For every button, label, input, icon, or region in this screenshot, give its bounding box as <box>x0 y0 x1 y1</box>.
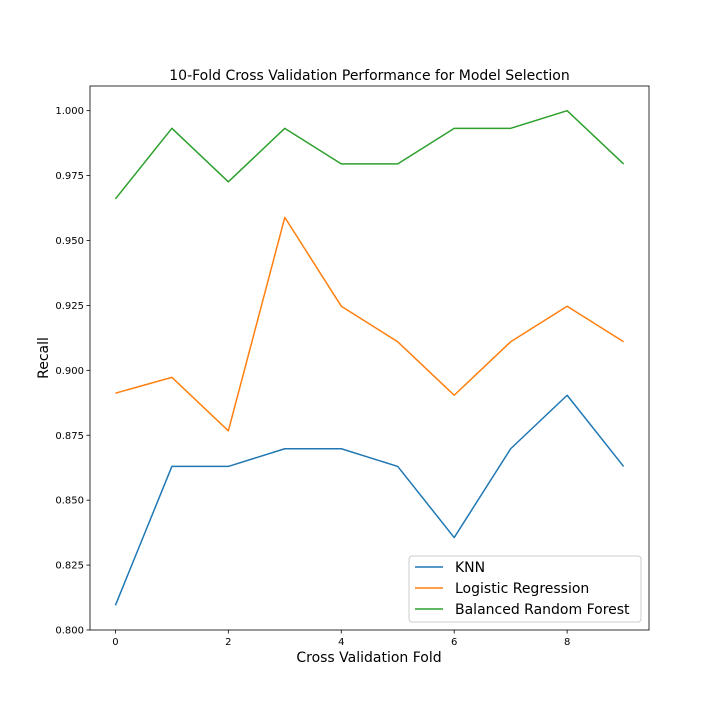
axes-frame <box>89 85 650 631</box>
y-tick-label: 1.000 <box>55 106 84 117</box>
plot-area <box>89 85 650 631</box>
legend-label-1: Logistic Regression <box>455 581 589 597</box>
y-tick-label: 0.800 <box>55 626 84 637</box>
y-tick-label: 0.925 <box>55 301 84 312</box>
x-tick-label: 8 <box>564 637 570 648</box>
x-tick-label: 4 <box>338 637 344 648</box>
y-axis: 0.800 0.825 0.850 0.875 0.900 0.925 0.950 0.975… <box>55 106 90 637</box>
legend: KNN Logistic Regression Balanced Random Fo… <box>408 555 642 623</box>
series-line-1 <box>115 216 624 432</box>
y-tick-label: 0.950 <box>55 236 84 247</box>
y-tick-label: 0.850 <box>55 496 84 507</box>
chart-title: 10-Fold Cross Validation Performance for… <box>169 68 570 84</box>
series-line-2 <box>114 109 625 200</box>
x-axis-label: Cross Validation Fold <box>296 650 441 666</box>
y-tick-label: 0.975 <box>55 171 84 182</box>
y-tick-label: 0.900 <box>55 366 84 377</box>
y-tick-label: 0.875 <box>55 431 84 442</box>
y-axis-label: Recall <box>36 337 52 379</box>
x-tick-label: 6 <box>451 637 457 648</box>
y-tick-label: 0.825 <box>55 561 84 572</box>
x-axis: 0 2 4 6 8 <box>112 630 570 648</box>
legend-label-2: Balanced Random Forest <box>455 602 630 618</box>
legend-label-0: KNN <box>455 560 485 576</box>
x-tick-label: 2 <box>225 637 231 648</box>
x-tick-label: 0 <box>112 637 118 648</box>
legend-box <box>408 555 642 623</box>
series-line-0 <box>114 394 625 606</box>
